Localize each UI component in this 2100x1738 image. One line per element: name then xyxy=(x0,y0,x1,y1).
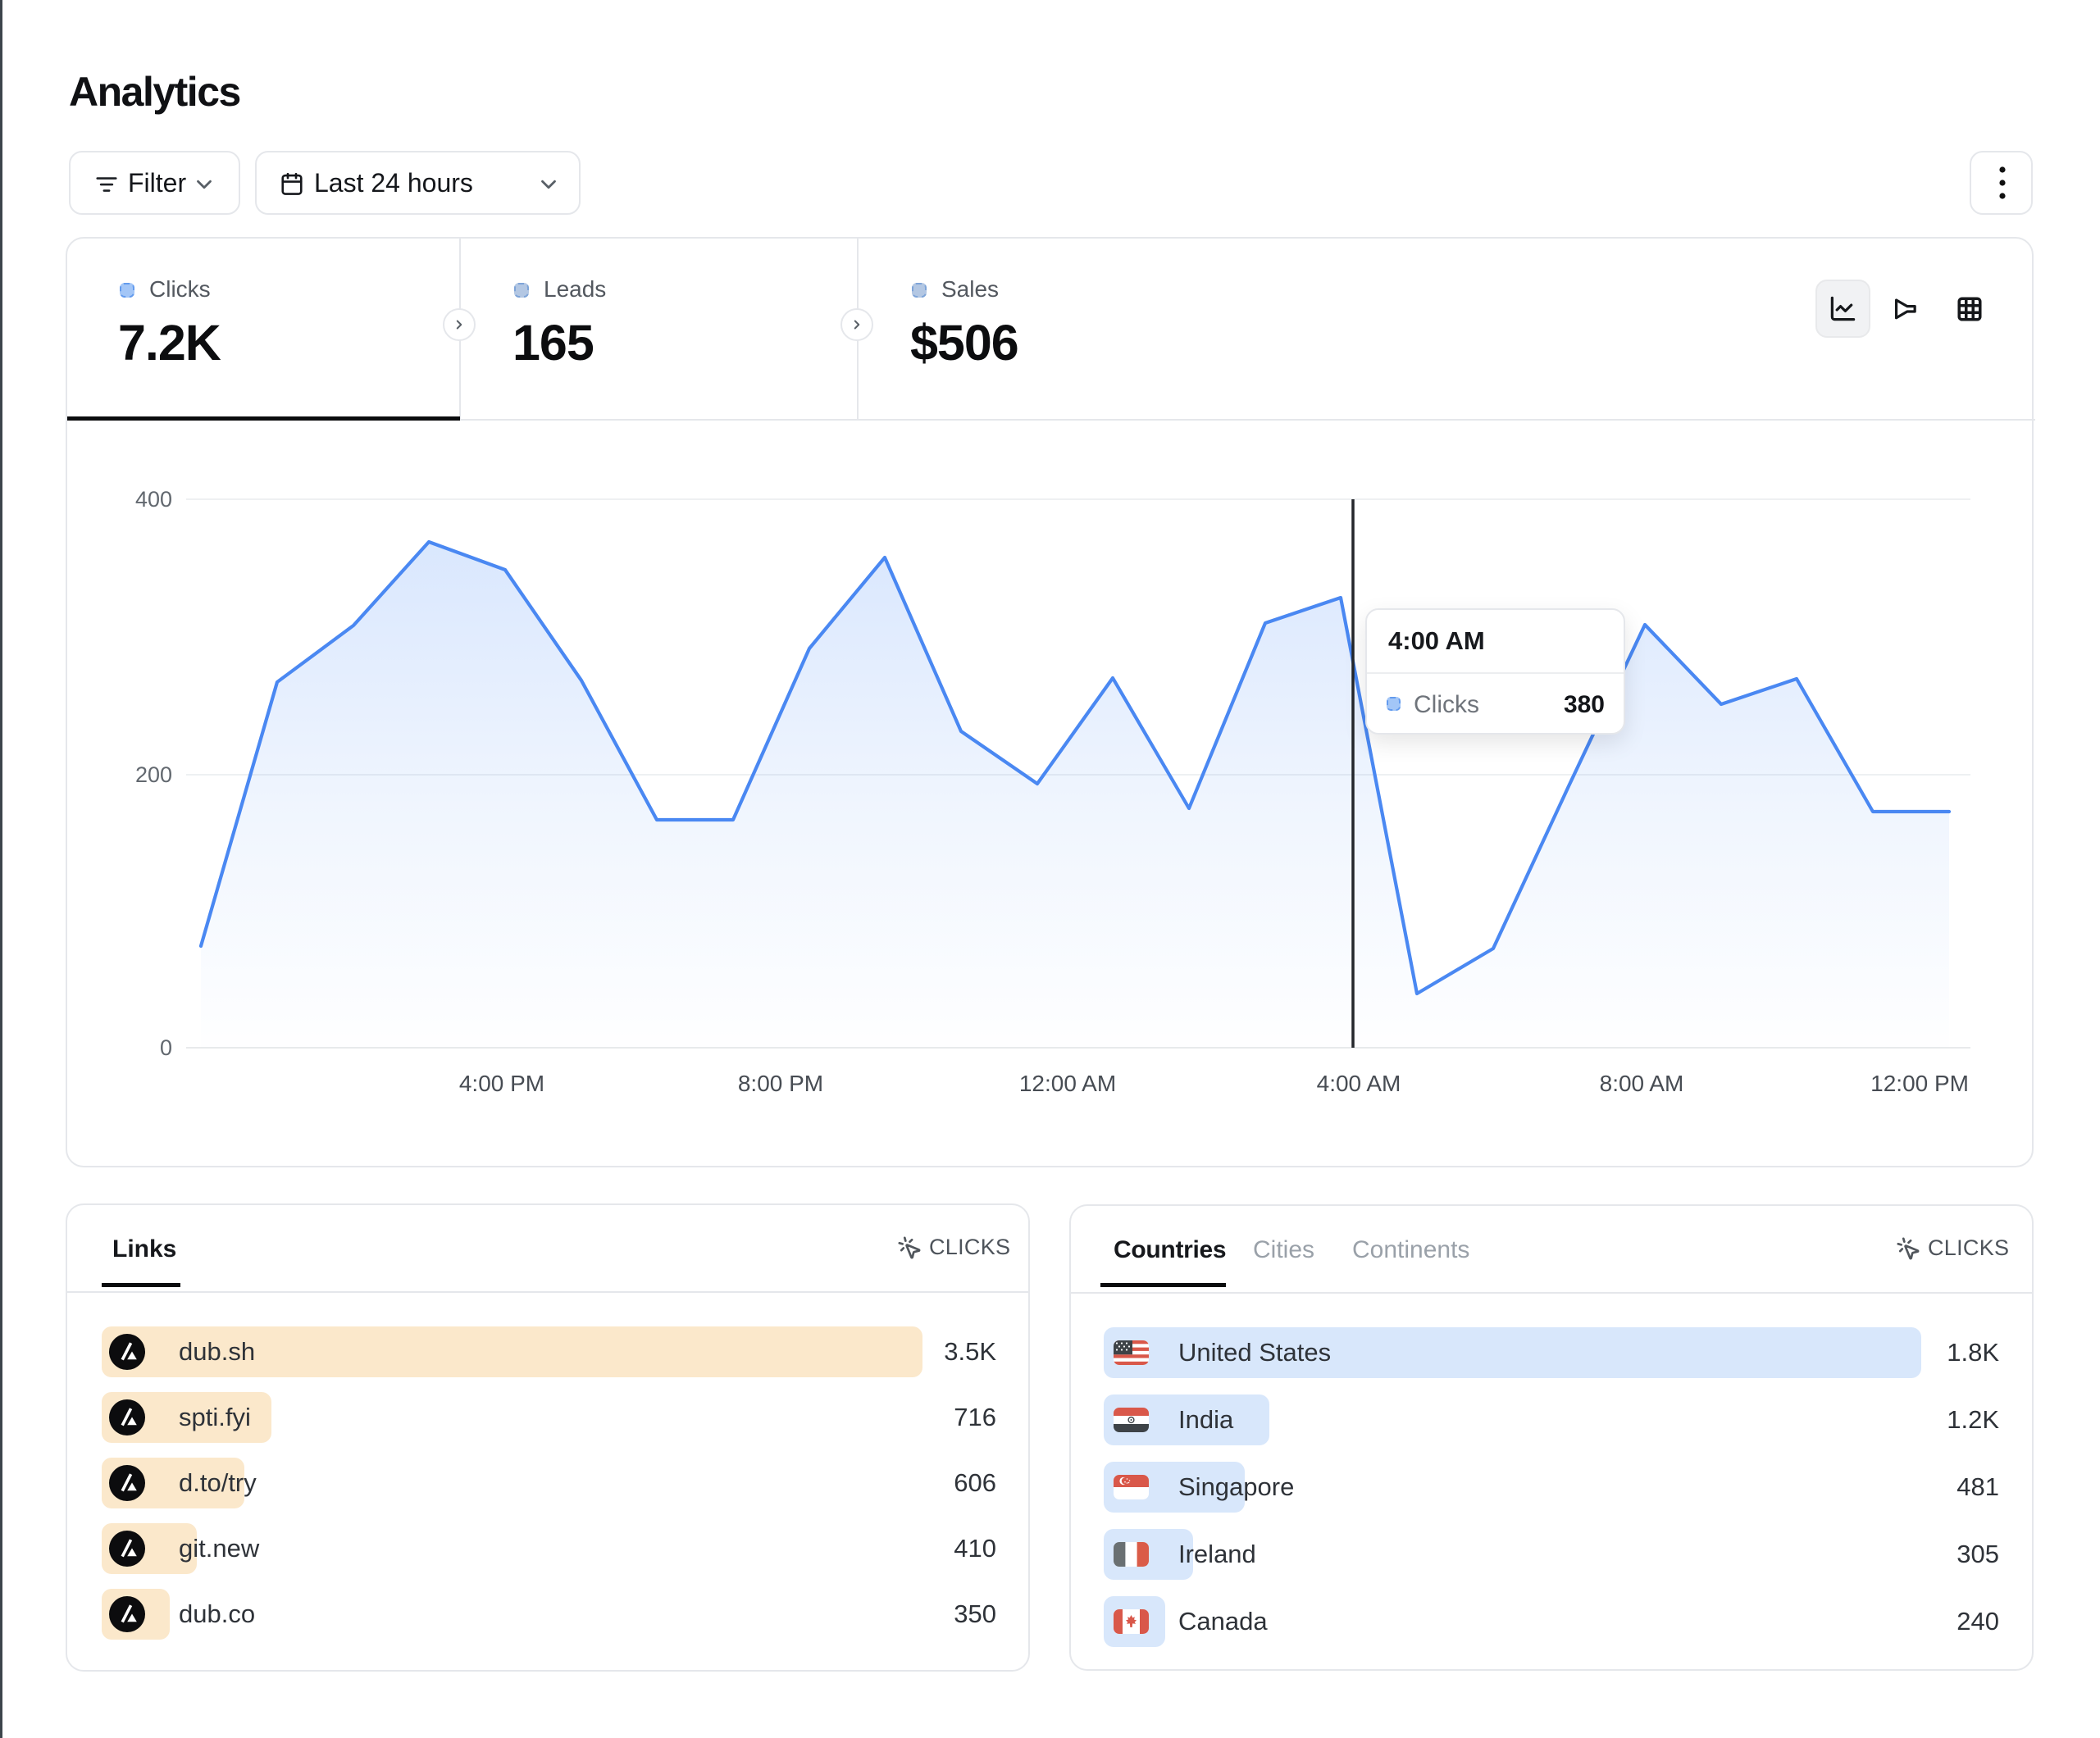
svg-text:4:00 AM: 4:00 AM xyxy=(1317,1071,1401,1096)
svg-text:8:00 PM: 8:00 PM xyxy=(738,1071,823,1096)
svg-text:12:00 AM: 12:00 AM xyxy=(1019,1071,1116,1096)
svg-text:8:00 AM: 8:00 AM xyxy=(1600,1071,1684,1096)
svg-text:12:00 PM: 12:00 PM xyxy=(1870,1071,1969,1096)
svg-text:400: 400 xyxy=(135,487,172,512)
svg-text:0: 0 xyxy=(160,1035,172,1060)
svg-text:4:00 PM: 4:00 PM xyxy=(459,1071,544,1096)
svg-text:200: 200 xyxy=(135,762,172,787)
